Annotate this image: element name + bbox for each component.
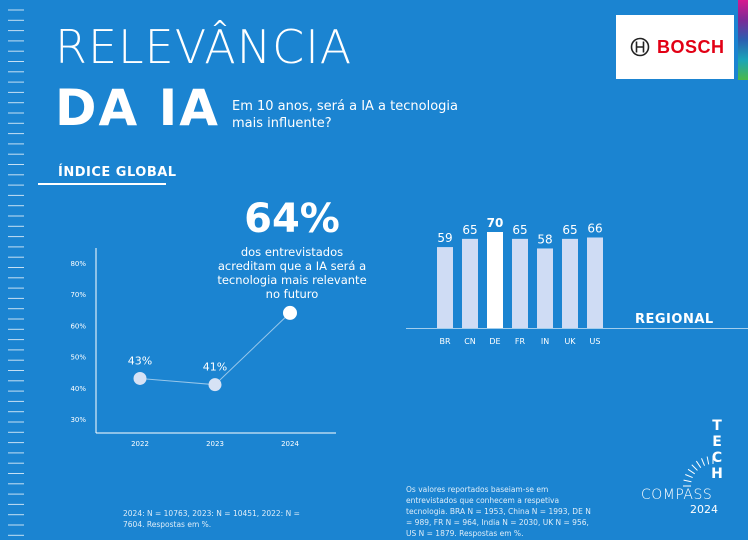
compass-ray [691, 464, 698, 471]
bar-value-label: 65 [562, 223, 577, 237]
tech-letter-t: T [712, 418, 722, 434]
bar-category-label: BR [439, 337, 450, 346]
bar [537, 248, 553, 328]
logo-panel [616, 15, 734, 79]
regional-baseline [406, 328, 748, 329]
compass-rays-icon [683, 456, 714, 487]
bar-value-label: 58 [537, 232, 552, 246]
compass-ray [685, 474, 693, 479]
y-tick-label: 70% [70, 291, 86, 299]
tech-letter-h: H [711, 466, 723, 482]
y-tick-label: 30% [70, 416, 86, 424]
bar [587, 237, 603, 328]
section-label-global: ÍNDICE GLOBAL [58, 165, 177, 180]
compass-ray [695, 460, 702, 468]
data-point [133, 371, 147, 385]
page-title-line2: DA IA [55, 79, 220, 137]
bar-value-label: 59 [437, 231, 452, 245]
section-underline [38, 183, 166, 185]
bar [512, 238, 528, 328]
bar-category-label: IN [541, 337, 549, 346]
data-label: 43% [128, 354, 152, 367]
bar-category-label: CN [464, 337, 476, 346]
bosch-armature-icon [630, 37, 650, 57]
brand-color-stripe [738, 0, 748, 80]
compass-ray [687, 468, 695, 475]
page-title-line1: RELEVÂNCIA [55, 20, 353, 74]
bar-value-label: 65 [512, 223, 527, 237]
subtitle-question: Em 10 anos, será a IA a tecnologia mais … [232, 99, 458, 131]
x-tick-label: 2022 [131, 440, 149, 448]
year-label: 2024 [690, 503, 718, 516]
bar-value-label: 66 [587, 221, 602, 235]
bar [562, 238, 578, 328]
bar-category-label: FR [515, 337, 526, 346]
compass-ray [706, 456, 710, 465]
bar [487, 232, 503, 328]
global-footnote: 2024: N = 10763, 2023: N = 10451, 2022: … [123, 509, 300, 529]
data-point [283, 305, 297, 320]
compass-label: COMPASS [641, 487, 713, 503]
y-tick-label: 50% [70, 354, 86, 362]
compass-ray [683, 479, 692, 483]
regional-footnote: Os valores reportados baseiam-se em entr… [406, 485, 591, 538]
section-label-regional: REGIONAL [635, 312, 714, 327]
y-tick-label: 40% [70, 385, 86, 393]
tech-letter-e: E [712, 434, 722, 450]
y-tick-label: 60% [70, 322, 86, 330]
data-point [208, 378, 222, 392]
x-tick-label: 2024 [281, 440, 299, 448]
x-tick-label: 2023 [206, 440, 224, 448]
ruler-decoration [8, 9, 24, 536]
bar [437, 247, 453, 328]
bosch-logo: BOSCH [657, 37, 725, 57]
headline-text: dos entrevistados acreditam que a IA ser… [217, 245, 367, 301]
compass-ray [701, 458, 706, 466]
data-label: 41% [203, 361, 227, 374]
bar [462, 238, 478, 328]
bar-category-label: US [590, 337, 601, 346]
bar-value-label: 65 [462, 223, 477, 237]
y-tick-label: 80% [70, 260, 86, 268]
bar-category-label: UK [564, 337, 576, 346]
tech-letter-c: C [711, 450, 723, 466]
bar-value-label: 70 [487, 216, 504, 230]
headline-value: 64% [244, 196, 340, 242]
bar-category-label: DE [489, 337, 500, 346]
